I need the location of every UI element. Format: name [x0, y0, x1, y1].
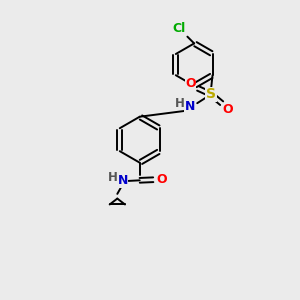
Text: S: S [206, 87, 216, 101]
Text: O: O [223, 103, 233, 116]
Text: O: O [185, 77, 196, 90]
Text: Cl: Cl [173, 22, 186, 34]
Text: H: H [175, 97, 184, 110]
Text: O: O [157, 173, 167, 186]
Text: H: H [108, 171, 118, 184]
Text: N: N [185, 100, 195, 113]
Text: N: N [117, 174, 128, 188]
